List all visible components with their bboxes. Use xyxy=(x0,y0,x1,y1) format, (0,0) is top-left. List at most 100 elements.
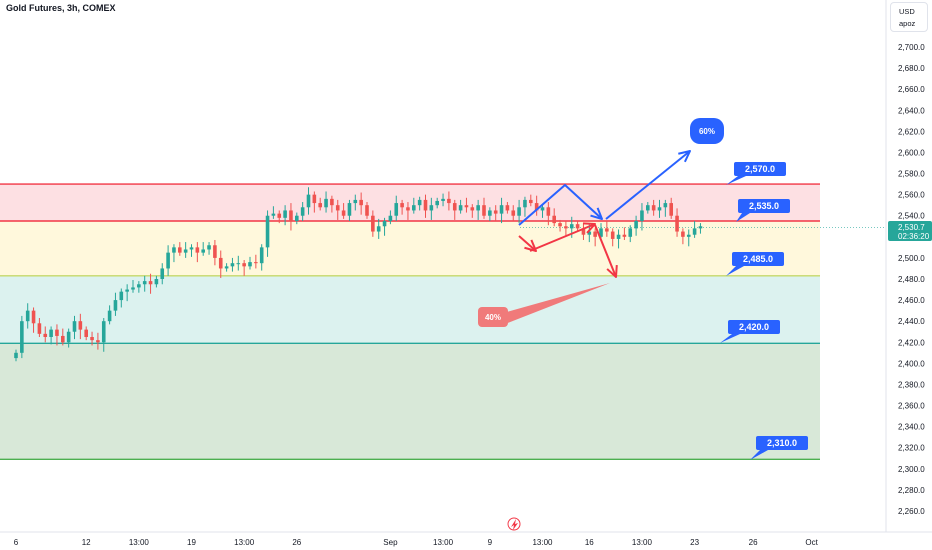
candle-body xyxy=(78,321,83,330)
candle-body xyxy=(599,228,603,237)
candle-body xyxy=(324,198,328,208)
level-label-1[interactable] xyxy=(738,199,790,213)
candle-body xyxy=(49,329,53,337)
candle-body xyxy=(195,247,200,253)
candle-body xyxy=(183,249,188,253)
candle-body xyxy=(213,245,217,258)
price-tick-label: 2,380.0 xyxy=(898,380,925,389)
level-label-text: 2,420.0 xyxy=(739,322,769,332)
currency-selector[interactable]: USD apoz xyxy=(890,2,928,32)
time-tick-label: 13:00 xyxy=(632,538,653,547)
candle-body xyxy=(14,352,18,359)
level-label-text: 2,535.0 xyxy=(749,201,779,211)
zone-2570-2535 xyxy=(0,184,820,221)
candle-body xyxy=(230,263,235,267)
candle-body xyxy=(686,234,691,237)
candle-body xyxy=(394,203,399,216)
candle-body xyxy=(341,210,346,216)
candle-body xyxy=(470,207,475,211)
time-tick-label: 6 xyxy=(14,538,19,547)
time-tick-label: 19 xyxy=(187,538,196,547)
level-label-tail xyxy=(736,213,750,222)
bullish-arrow-up[interactable] xyxy=(518,184,603,226)
price-tick-label: 2,560.0 xyxy=(898,191,925,200)
current-price-box xyxy=(888,221,932,241)
candle-body xyxy=(236,263,241,265)
candle-body xyxy=(575,224,580,229)
bearish-arrow-dip-head xyxy=(524,239,537,252)
candle-body xyxy=(277,213,282,218)
price-axis: 2,260.0 2,280.0 2,300.0 2,320.0 2,340.0 2,360… xyxy=(885,0,925,532)
candle-body xyxy=(31,310,36,324)
price-tick-label: 2,480.0 xyxy=(898,275,925,284)
candle-body xyxy=(640,210,644,221)
chart-symbol-title: Gold Futures, 3h, COMEX xyxy=(6,3,116,13)
candle-body xyxy=(142,281,147,285)
candle-body xyxy=(552,215,556,224)
price-zones xyxy=(0,184,820,460)
scenario-arrows xyxy=(503,150,691,324)
candle-body xyxy=(523,199,527,208)
candle-body xyxy=(435,200,439,206)
level-labels: 2,570.0 2,535.0 2,485.0 2,420.0 2,310.0 60% 40… xyxy=(478,118,808,460)
user-label: apoz xyxy=(899,19,916,28)
candle-body xyxy=(529,199,533,204)
bullish-arrow-target-head xyxy=(678,150,691,163)
price-tick-label: 2,260.0 xyxy=(898,507,925,516)
candle-body xyxy=(371,215,375,232)
price-tick-label: 2,700.0 xyxy=(898,43,925,52)
candle-body xyxy=(330,198,334,206)
candle-body xyxy=(66,331,71,343)
candle-body xyxy=(669,203,673,216)
level-label-4[interactable] xyxy=(756,436,808,450)
zone-2485-2420 xyxy=(0,275,820,344)
level-label-tail xyxy=(750,450,768,460)
candle-body xyxy=(248,262,252,267)
bearish-arrow-down[interactable] xyxy=(594,224,617,278)
probability-60-badge[interactable] xyxy=(690,118,724,144)
candle-body xyxy=(160,268,165,279)
tradingview-logo-icon[interactable] xyxy=(507,517,521,531)
candle-body xyxy=(417,199,422,206)
bullish-arrow-target[interactable] xyxy=(605,150,691,220)
candle-body xyxy=(37,323,42,334)
candle-body xyxy=(675,215,679,232)
candle-body xyxy=(107,310,112,322)
bearish-arrow-retest[interactable] xyxy=(529,223,596,252)
bearish-arrow-retest-head xyxy=(582,222,596,234)
level-label-text: 2,310.0 xyxy=(767,438,797,448)
time-tick-label: 16 xyxy=(585,538,594,547)
candle-body xyxy=(312,194,317,204)
candle-body xyxy=(634,221,638,229)
candle-body xyxy=(605,228,609,232)
price-tick-label: 2,620.0 xyxy=(898,127,925,136)
candle-body xyxy=(581,228,586,235)
bullish-arrow-up-head xyxy=(590,207,603,220)
candle-body xyxy=(201,249,205,253)
level-label-tail xyxy=(726,266,744,276)
candle-body xyxy=(55,329,59,336)
level-label-2[interactable] xyxy=(732,252,784,266)
candle-body xyxy=(505,205,510,211)
bearish-arrow-dip[interactable] xyxy=(518,235,537,252)
level-label-0[interactable] xyxy=(734,162,786,176)
price-tick-label: 2,540.0 xyxy=(898,212,925,221)
candle-body xyxy=(318,203,322,208)
candle-body xyxy=(406,207,410,211)
candle-body xyxy=(681,231,685,237)
time-tick-label: 9 xyxy=(488,538,493,547)
level-label-text: 2,570.0 xyxy=(745,164,775,174)
candle-body xyxy=(622,234,627,237)
current-price-tag: 2,530.702:36:20 xyxy=(888,221,932,241)
candle-body xyxy=(511,210,516,216)
level-label-3[interactable] xyxy=(728,320,780,334)
candle-body xyxy=(43,333,48,337)
candle-body xyxy=(558,223,562,227)
candlesticks xyxy=(14,187,703,362)
price-levels xyxy=(0,183,886,461)
probability-40-badge[interactable] xyxy=(478,307,508,327)
price-tick-label: 2,300.0 xyxy=(898,465,925,474)
price-tick-label: 2,500.0 xyxy=(898,254,925,263)
candle-body xyxy=(125,289,129,292)
